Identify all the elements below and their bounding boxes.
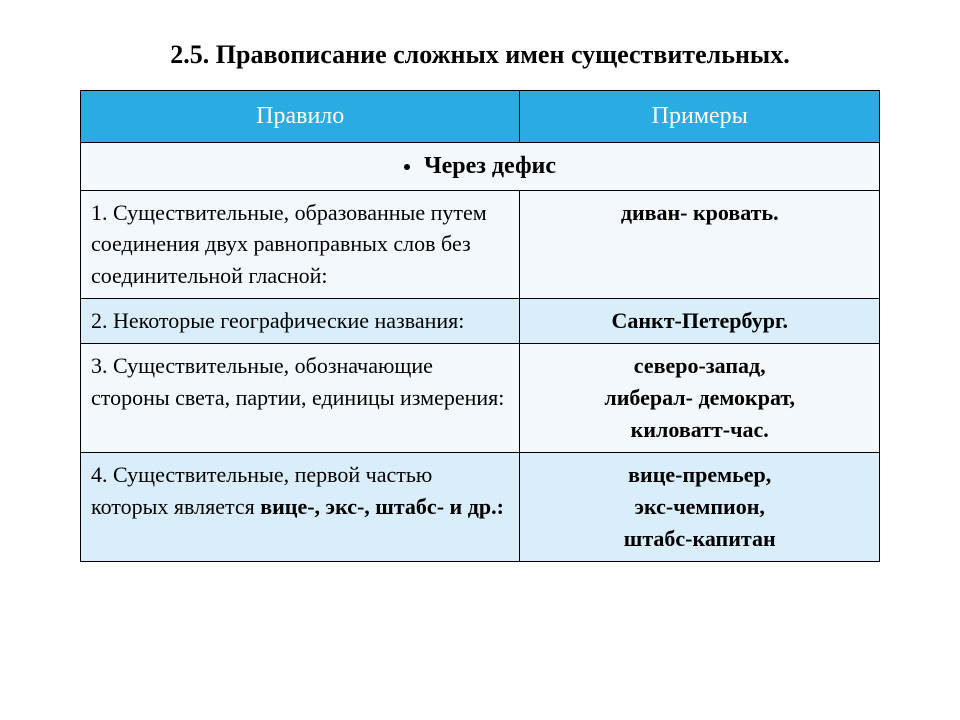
example-cell: северо-запад,либерал- демократ,киловатт-… xyxy=(520,344,880,453)
rule-cell: 2. Некоторые географические названия: xyxy=(81,299,520,344)
section-row: Через дефис xyxy=(81,142,880,190)
table-row: 4. Существительные, первой частью которы… xyxy=(81,452,880,561)
example-line: экс-чемпион, xyxy=(530,491,869,523)
rules-table: Правило Примеры Через дефис 1. Существит… xyxy=(80,90,880,562)
example-line: штабс-капитан xyxy=(530,523,869,555)
page-title: 2.5. Правописание сложных имен существит… xyxy=(80,40,880,70)
section-label: Через дефис xyxy=(424,153,556,179)
col-header-examples: Примеры xyxy=(520,91,880,143)
table-header-row: Правило Примеры xyxy=(81,91,880,143)
example-line: Санкт-Петербург. xyxy=(530,305,869,337)
table-row: 3. Существительные, обозначающие стороны… xyxy=(81,344,880,453)
example-line: диван- кровать. xyxy=(530,197,869,229)
bullet-icon xyxy=(404,164,410,170)
col-header-rule: Правило xyxy=(81,91,520,143)
table-row: 1. Существительные, образованные путем с… xyxy=(81,190,880,299)
rule-bold: вице-, экс-, штабс- и др.: xyxy=(260,494,504,519)
example-line: либерал- демократ, xyxy=(530,382,869,414)
example-line: киловатт-час. xyxy=(530,414,869,446)
rule-cell: 4. Существительные, первой частью которы… xyxy=(81,452,520,561)
example-line: вице-премьер, xyxy=(530,459,869,491)
table-row: 2. Некоторые географические названия: Сан… xyxy=(81,299,880,344)
rule-cell: 3. Существительные, обозначающие стороны… xyxy=(81,344,520,453)
example-cell: диван- кровать. xyxy=(520,190,880,299)
example-cell: вице-премьер,экс-чемпион,штабс-капитан xyxy=(520,452,880,561)
example-cell: Санкт-Петербург. xyxy=(520,299,880,344)
example-line: северо-запад, xyxy=(530,350,869,382)
section-label-cell: Через дефис xyxy=(81,142,880,190)
rule-cell: 1. Существительные, образованные путем с… xyxy=(81,190,520,299)
